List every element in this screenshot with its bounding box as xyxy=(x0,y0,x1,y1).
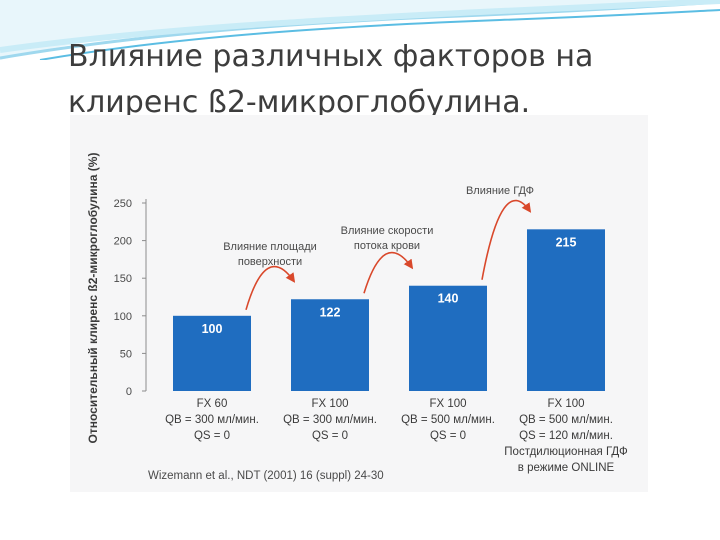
x-category-label: FX 100 xyxy=(311,398,349,410)
y-tick-label: 150 xyxy=(114,273,132,285)
bar-value-label: 122 xyxy=(320,305,341,319)
x-category-label: QB = 300 мл/мин. xyxy=(283,414,377,426)
x-category-label: FX 100 xyxy=(429,398,467,410)
source-citation: Wizemann et al., NDT (2001) 16 (suppl) 2… xyxy=(148,470,384,482)
annotation-label: Влияние площади xyxy=(223,241,317,253)
y-axis-title: Относительный клиренс ß2-микроглобулина … xyxy=(86,152,100,444)
x-category-label: FX 100 xyxy=(547,398,585,410)
slide-title: Влияние различных факторов на клиренс ß2… xyxy=(68,39,594,120)
bar-value-label: 140 xyxy=(438,292,459,306)
y-tick-label: 0 xyxy=(126,386,132,398)
bar xyxy=(291,299,369,391)
annotation-label: поверхности xyxy=(237,256,303,268)
x-category-label: QS = 120 мл/мин. xyxy=(519,430,613,442)
x-category-label: Постдилюционная ГДФ xyxy=(504,446,628,458)
x-category-label: FX 60 xyxy=(196,398,228,410)
annotation-arrow xyxy=(245,265,296,311)
x-category-label: QB = 500 мл/мин. xyxy=(519,414,613,426)
x-category-label: QB = 500 мл/мин. xyxy=(401,414,495,426)
y-tick-label: 250 xyxy=(114,198,132,210)
annotation-arrow xyxy=(363,251,414,294)
bar-value-label: 100 xyxy=(202,322,223,336)
annotation-label: Влияние ГДФ xyxy=(465,185,535,197)
header-wave-decoration xyxy=(0,0,720,60)
x-category-label: QB = 300 мл/мин. xyxy=(165,414,259,426)
annotation-label: потока крови xyxy=(353,240,421,252)
bar-value-label: 215 xyxy=(556,235,577,249)
y-tick-label: 200 xyxy=(114,236,132,248)
y-tick-label: 50 xyxy=(120,348,132,360)
bar xyxy=(409,285,487,391)
x-category-label: QS = 0 xyxy=(193,430,231,442)
x-category-label: в режиме ONLINE xyxy=(517,462,615,474)
bar xyxy=(173,315,251,391)
annotation-arrow xyxy=(481,199,532,280)
y-tick-label: 100 xyxy=(114,311,132,323)
annotation-label: Влияние скорости xyxy=(340,225,434,237)
x-category-label: QS = 0 xyxy=(429,430,467,442)
x-category-label: QS = 0 xyxy=(311,430,349,442)
bar xyxy=(527,229,605,391)
